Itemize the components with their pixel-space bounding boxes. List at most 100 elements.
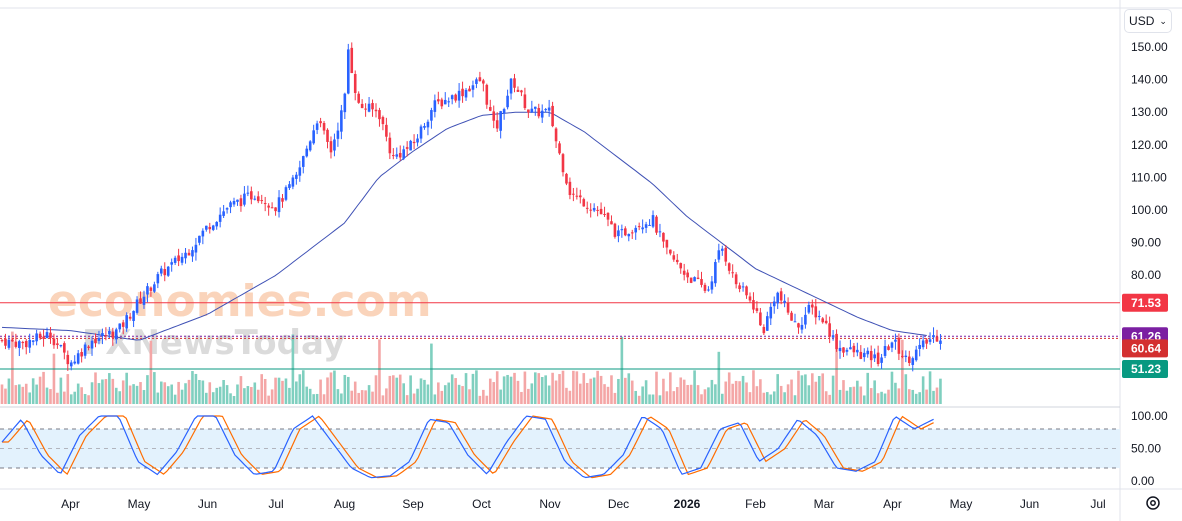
- candle-body: [748, 296, 752, 301]
- level-tag: [1122, 359, 1168, 378]
- candle-body: [495, 120, 499, 129]
- volume-bar: [648, 394, 651, 404]
- volume-bar: [73, 391, 77, 404]
- price-tick-label: 100.00: [1131, 203, 1168, 217]
- volume-bar: [156, 392, 160, 404]
- volume-bar: [592, 377, 596, 404]
- volume-bar: [720, 393, 724, 404]
- candle-body: [624, 228, 627, 236]
- volume-bar: [205, 392, 208, 404]
- volume-bar: [295, 381, 298, 404]
- candle-body: [350, 47, 354, 74]
- candle-body: [277, 197, 281, 213]
- candle-body: [198, 235, 201, 243]
- volume-bar: [883, 393, 887, 404]
- price-tick-label: 80.00: [1131, 268, 1161, 282]
- candle-body: [769, 306, 773, 319]
- volume-bar: [520, 391, 523, 404]
- candle-body: [821, 318, 825, 323]
- candle-body: [606, 212, 610, 220]
- volume-bar: [312, 394, 315, 404]
- currency-selector[interactable]: USD ⌄: [1124, 9, 1172, 33]
- volume-bar: [527, 388, 530, 404]
- candle-body: [215, 221, 219, 227]
- candle-body: [478, 77, 482, 82]
- volume-bar: [707, 387, 710, 404]
- candle-body: [288, 184, 291, 188]
- candle-body: [797, 323, 800, 328]
- volume-bar: [35, 384, 38, 404]
- candle-body: [939, 340, 942, 344]
- volume-bar: [925, 389, 928, 404]
- candle-body: [139, 298, 142, 304]
- volume-bar: [579, 383, 582, 404]
- gear-icon[interactable]: [1144, 494, 1162, 512]
- candle-body: [828, 323, 831, 337]
- candle-body: [97, 338, 101, 341]
- volume-bar: [932, 390, 935, 404]
- candle-body: [194, 244, 198, 253]
- level-tag-label: 51.23: [1131, 362, 1161, 376]
- candle-body: [658, 231, 662, 233]
- volume-bar: [894, 382, 897, 404]
- candle-body: [166, 266, 170, 276]
- stochastic-tick-label: 50.00: [1131, 442, 1161, 456]
- candle-body: [385, 124, 388, 137]
- candle-body: [56, 343, 59, 346]
- volume-bar: [734, 380, 738, 404]
- candle-body: [14, 341, 18, 347]
- candle-body: [312, 130, 315, 144]
- candle-body: [662, 232, 665, 242]
- candle-body: [69, 362, 73, 367]
- time-tick-label: Mar: [814, 497, 835, 511]
- volume-bar: [270, 389, 274, 404]
- candle-body: [229, 202, 232, 208]
- candle-body: [180, 256, 184, 263]
- time-axis[interactable]: Apr May Jun Jul Aug Sep Oct Nov Dec 2026 Feb Mar Apr…: [61, 497, 1106, 511]
- volume-bar: [554, 380, 558, 404]
- volume-bar: [163, 382, 167, 404]
- candle-body: [554, 128, 558, 142]
- candle-body: [225, 208, 229, 210]
- volume-bar: [166, 386, 170, 404]
- candle-body: [724, 247, 728, 262]
- volume-bar: [308, 388, 312, 404]
- candle-body: [7, 339, 11, 348]
- candle-body: [599, 208, 603, 215]
- candle-body: [246, 192, 250, 194]
- volume-bar: [589, 378, 592, 404]
- volume-bar: [409, 375, 412, 404]
- price-tick-label: 110.00: [1131, 170, 1167, 184]
- volume-bar: [918, 392, 921, 404]
- candle-body: [52, 338, 56, 346]
- volume-bar: [52, 353, 56, 404]
- volume-bar: [710, 379, 714, 404]
- volume-bar: [56, 392, 59, 404]
- candle-body: [76, 353, 80, 364]
- volume-bar: [416, 388, 419, 404]
- candle-body: [108, 331, 111, 335]
- candle-body: [464, 89, 468, 98]
- price-axis[interactable]: 150.00 140.00 130.00 120.00 110.00 100.00 90.0…: [1131, 40, 1168, 282]
- candle-body: [218, 214, 222, 222]
- candle-body: [637, 226, 641, 228]
- volume-bar: [177, 381, 180, 404]
- candle-body: [485, 84, 489, 105]
- candle-body: [509, 78, 513, 94]
- candle-body: [859, 351, 863, 359]
- candle-body: [437, 99, 440, 102]
- candle-body: [603, 213, 606, 215]
- volume-bar: [267, 395, 270, 404]
- volume-bar: [814, 381, 818, 404]
- volume-bar: [253, 382, 257, 404]
- volume-bar: [405, 395, 409, 404]
- candle-body: [360, 103, 364, 109]
- volume-bar: [76, 383, 80, 404]
- candle-body: [745, 286, 748, 296]
- candle-body: [710, 281, 714, 290]
- volume-bar: [371, 391, 374, 404]
- candlesticks: [0, 42, 942, 372]
- candle-body: [793, 321, 797, 323]
- volume-bar: [672, 391, 676, 404]
